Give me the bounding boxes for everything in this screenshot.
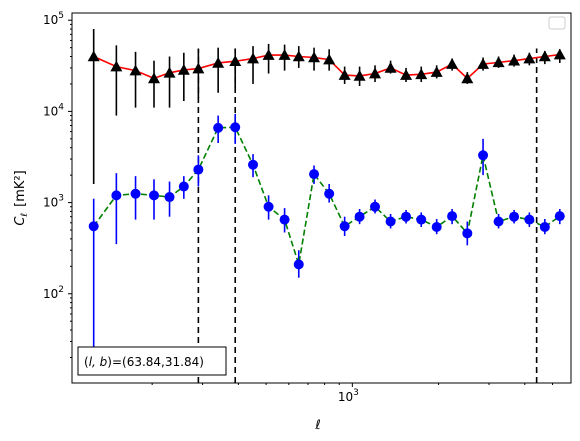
- triangle-marker: [477, 58, 490, 69]
- svg-text:(l, b)=(63.84,31.84): (l, b)=(63.84,31.84): [84, 355, 204, 369]
- triangle-marker: [192, 62, 205, 74]
- triangle-marker: [308, 51, 321, 63]
- y-tick-label-base: 10: [43, 196, 58, 210]
- legend-box: [548, 16, 566, 30]
- circle-marker: [309, 169, 320, 180]
- triangle-marker: [323, 53, 336, 65]
- circle-marker: [279, 214, 290, 225]
- y-tick-label-base: 10: [43, 104, 58, 118]
- x-tick-label-exponent: 3: [353, 388, 359, 398]
- circle-marker: [149, 190, 160, 201]
- triangle-marker: [430, 66, 443, 77]
- y-axis-label-unit: [mK²]: [13, 170, 28, 207]
- annotation-variables: l, b: [89, 355, 108, 369]
- circle-marker: [88, 221, 99, 232]
- y-tick-label-base: 10: [43, 287, 58, 301]
- circle-marker: [524, 214, 535, 225]
- circle-marker: [447, 211, 458, 222]
- triangle-marker: [508, 54, 521, 66]
- series-line-1: [93, 126, 561, 265]
- y-tick-label: 104: [43, 102, 64, 118]
- y-tick-label: 102: [43, 285, 64, 301]
- triangle-marker: [446, 58, 459, 69]
- y-tick-label-exponent: 4: [58, 102, 64, 112]
- annotation-values: =(63.84,31.84): [112, 355, 204, 369]
- annotation-paren-close: ): [107, 355, 112, 369]
- plot-area-background: [72, 13, 571, 383]
- circle-marker: [554, 211, 565, 222]
- x-tick-label-base: 10: [338, 390, 353, 404]
- annotation-box: (l, b)=(63.84,31.84): [77, 346, 227, 376]
- plot-area-frame: [71, 12, 572, 384]
- circle-marker: [509, 211, 520, 222]
- triangle-marker: [338, 69, 351, 80]
- circle-marker: [293, 259, 304, 270]
- triangle-marker: [212, 56, 225, 68]
- circle-marker: [164, 192, 175, 203]
- y-tick-label-exponent: 5: [58, 11, 64, 21]
- triangle-marker: [415, 68, 428, 80]
- triangle-marker: [492, 56, 505, 68]
- triangle-marker: [163, 66, 176, 78]
- triangle-marker: [247, 52, 260, 64]
- annotation-paren-open: (: [84, 355, 89, 369]
- circle-marker: [324, 188, 335, 199]
- triangle-marker: [538, 50, 551, 62]
- circle-marker: [339, 221, 350, 232]
- circle-marker: [539, 221, 550, 232]
- triangle-marker: [278, 49, 291, 60]
- triangle-marker: [369, 67, 382, 79]
- triangle-marker: [129, 64, 142, 76]
- triangle-marker: [177, 63, 190, 75]
- triangle-marker: [292, 50, 305, 62]
- circle-marker: [354, 211, 365, 222]
- circle-marker: [213, 122, 224, 133]
- triangle-marker: [384, 61, 397, 73]
- series-markers: [87, 48, 566, 270]
- circle-marker: [230, 122, 241, 133]
- circle-marker: [493, 216, 504, 227]
- y-tick-label: 103: [43, 194, 64, 210]
- circle-marker: [416, 214, 427, 225]
- triangle-marker: [523, 52, 536, 64]
- circle-marker: [478, 150, 489, 161]
- circle-marker: [178, 181, 189, 192]
- y-tick-label-exponent: 3: [58, 194, 64, 204]
- triangle-marker: [461, 72, 474, 84]
- circle-marker: [130, 188, 141, 199]
- y-tick-label-base: 10: [43, 13, 58, 27]
- circle-marker: [431, 221, 442, 232]
- circle-marker: [248, 159, 259, 170]
- y-tick-label-exponent: 2: [58, 285, 64, 295]
- circle-marker: [370, 201, 381, 212]
- circle-marker: [263, 201, 274, 212]
- circle-marker: [401, 211, 412, 222]
- triangle-marker: [148, 72, 161, 84]
- triangle-marker: [553, 48, 566, 60]
- y-tick-label: 105: [43, 11, 64, 27]
- triangle-marker: [262, 49, 275, 60]
- circle-marker: [385, 216, 396, 227]
- triangle-marker: [110, 60, 123, 72]
- y-axis-label-subscript: ℓ: [20, 213, 30, 218]
- circle-marker: [462, 228, 473, 239]
- circle-marker: [111, 190, 122, 201]
- x-tick-label: 103: [338, 388, 359, 404]
- triangle-marker: [353, 69, 366, 81]
- triangle-marker: [87, 50, 100, 62]
- x-axis-label: ℓ: [314, 418, 320, 433]
- vertical-reference-lines: [197, 48, 538, 383]
- triangle-marker: [400, 69, 413, 80]
- triangle-marker: [229, 55, 242, 67]
- y-axis-label: Cℓ [mK²]: [13, 170, 30, 225]
- circle-marker: [193, 164, 204, 175]
- y-axis-label-symbol: C: [13, 216, 28, 226]
